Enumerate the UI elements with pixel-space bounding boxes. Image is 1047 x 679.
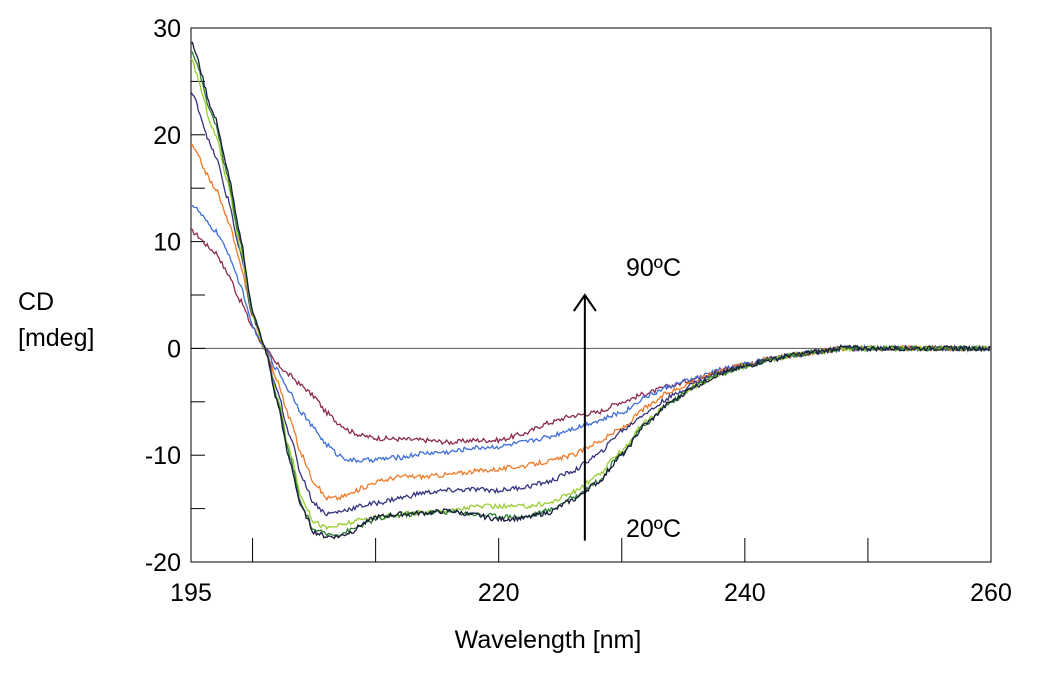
y-tick-label: 20: [153, 122, 181, 150]
y-tick-label: 0: [167, 335, 181, 363]
y-axis-title-line-2: [mdeg]: [18, 324, 94, 352]
x-axis-title: Wavelength [nm]: [455, 626, 642, 654]
series-line-5: [190, 58, 991, 531]
x-tick-label: 220: [478, 579, 520, 607]
y-axis-title-line-1: CD: [18, 288, 54, 316]
x-tick-label: 260: [970, 579, 1012, 607]
y-tick-label: 30: [153, 15, 181, 43]
temperature-arrow: [573, 293, 597, 541]
x-tick-labels: 195 220 240 260: [170, 579, 1012, 607]
tick-marks: [191, 80, 869, 562]
y-tick-label: -20: [145, 549, 181, 577]
y-tick-label: -10: [145, 442, 181, 470]
top-temperature-label: 90ºC: [626, 254, 681, 282]
x-tick-label: 195: [170, 579, 212, 607]
series-line-2: [190, 204, 990, 464]
y-tick-label: 10: [153, 229, 181, 257]
arrow-head: [573, 293, 597, 312]
series-lines: [190, 41, 991, 540]
bottom-temperature-label: 20ºC: [626, 515, 681, 543]
plot-area-frame: [190, 27, 992, 563]
series-line-7: [190, 41, 991, 540]
x-tick-label: 240: [724, 579, 766, 607]
y-tick-labels: 30 20 10 0 -10 -20: [145, 15, 181, 577]
